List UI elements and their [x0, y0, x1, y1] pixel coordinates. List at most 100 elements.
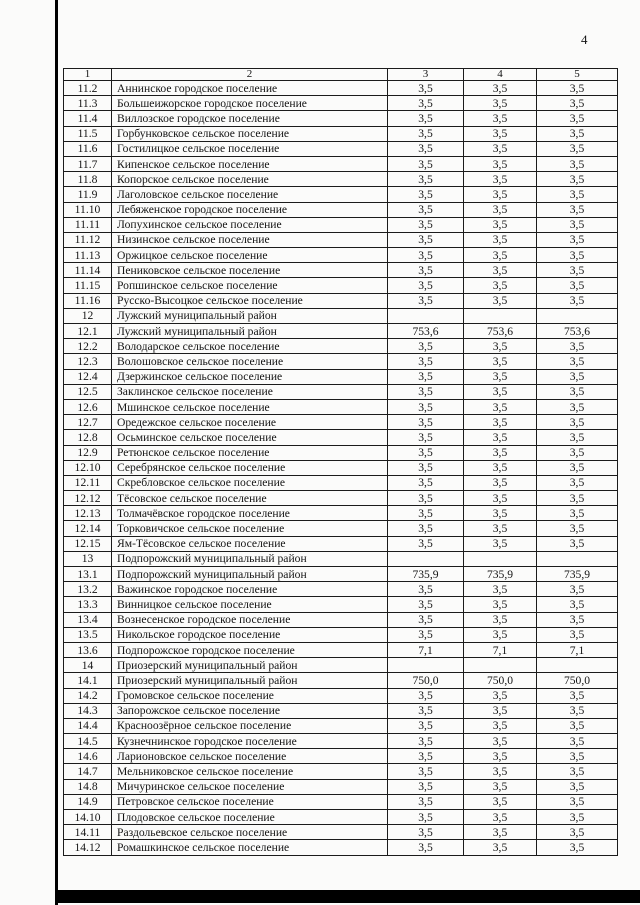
value-col4: 3,5: [463, 95, 537, 112]
settlement-name: Оредежское сельское поселение: [111, 414, 388, 431]
value-col3: 3,5: [387, 231, 464, 249]
value-col4: [463, 657, 537, 674]
value-col5: 3,5: [536, 277, 618, 294]
table-row: 12.8 Осьминское сельское поселение 3,5 3,5 3…: [63, 429, 618, 446]
value-col3: 735,9: [387, 565, 464, 583]
row-number: 11.3: [63, 95, 112, 112]
value-col5: 3,5: [536, 368, 618, 385]
row-number: 11.15: [63, 277, 112, 294]
value-col4: 3,5: [463, 125, 537, 142]
value-col5: 3,5: [536, 459, 618, 476]
value-col4: 3,5: [463, 262, 537, 279]
value-col3: 3,5: [387, 490, 464, 507]
value-col3: 3,5: [387, 459, 464, 476]
value-col4: 3,5: [463, 292, 537, 309]
table-row: 11.14 Пениковское сельское поселение 3,5 3,…: [63, 262, 618, 279]
row-number: 13.2: [63, 581, 112, 598]
value-col3: 3,5: [387, 398, 464, 416]
row-number: 12.6: [63, 398, 112, 416]
table-row: 12.1 Лужский муниципальный район 753,6 753,…: [63, 322, 618, 340]
value-col3: 3,5: [387, 793, 464, 811]
table-row: 11.3 Большеижорское городское поселение 3,…: [63, 95, 618, 112]
row-number: 11.10: [63, 201, 112, 218]
table-header-row: 1 2 3 4 5: [63, 68, 618, 81]
value-col4: 3,5: [463, 596, 537, 613]
value-col3: 3,5: [387, 262, 464, 279]
settlement-name: Копорское сельское поселение: [111, 171, 388, 188]
value-col4: 3,5: [463, 79, 537, 97]
value-col3: 3,5: [387, 596, 464, 613]
value-col3: 3,5: [387, 110, 464, 127]
row-number: 11.2: [63, 79, 112, 97]
row-number: 12.9: [63, 444, 112, 461]
row-number: 12: [63, 307, 112, 325]
settlement-name: Ропшинское сельское поселение: [111, 277, 388, 294]
value-col3: [387, 307, 464, 325]
value-col4: 3,5: [463, 505, 537, 522]
value-col4: 3,5: [463, 763, 537, 780]
value-col5: 3,5: [536, 808, 618, 826]
table-row: 12.6 Мшинское сельское поселение 3,5 3,5 3,5: [63, 398, 618, 416]
row-number: 12.15: [63, 535, 112, 552]
value-col4: 3,5: [463, 201, 537, 218]
settlement-name: Дзержинское сельское поселение: [111, 368, 388, 385]
row-number: 14.2: [63, 687, 112, 704]
column-header-3: 3: [387, 68, 464, 81]
value-col4: 7,1: [463, 641, 537, 659]
value-col4: 3,5: [463, 717, 537, 735]
row-number: 12.12: [63, 490, 112, 507]
value-col4: 735,9: [463, 565, 537, 583]
value-col4: 3,5: [463, 444, 537, 461]
value-col5: 753,6: [536, 322, 618, 340]
settlement-name: Приозерский муниципальный район: [111, 672, 388, 689]
settlement-name: Раздольевское сельское поселение: [111, 824, 388, 841]
scan-edge-artifact-left: [55, 0, 58, 905]
settlement-name: Большеижорское городское поселение: [111, 95, 388, 112]
settlement-name: Лужский муниципальный район: [111, 307, 388, 325]
column-header-1: 1: [63, 68, 112, 81]
value-col3: 7,1: [387, 641, 464, 659]
value-col5: 735,9: [536, 565, 618, 583]
table-row: 12.12 Тёсовское сельское поселение 3,5 3,5 3…: [63, 490, 618, 507]
table-row: 13 Подпорожский муниципальный район: [63, 550, 618, 568]
settlement-name: Волошовское сельское поселение: [111, 353, 388, 370]
value-col4: 753,6: [463, 322, 537, 340]
row-number: 11.12: [63, 231, 112, 249]
value-col4: 750,0: [463, 672, 537, 689]
column-header-5: 5: [536, 68, 618, 81]
value-col4: 3,5: [463, 277, 537, 294]
value-col5: 3,5: [536, 444, 618, 461]
value-col3: 3,5: [387, 368, 464, 385]
row-number: 14.6: [63, 748, 112, 765]
value-col5: 3,5: [536, 292, 618, 309]
row-number: 11.5: [63, 125, 112, 142]
value-col4: 3,5: [463, 171, 537, 188]
value-col5: 3,5: [536, 353, 618, 370]
value-col5: 3,5: [536, 702, 618, 719]
settlement-name: Мельниковское сельское поселение: [111, 763, 388, 780]
table-row: 11.5 Горбунковское сельское поселение 3,5 3…: [63, 125, 618, 142]
value-col4: 3,5: [463, 398, 537, 416]
row-number: 12.10: [63, 459, 112, 476]
value-col5: 3,5: [536, 824, 618, 841]
settlement-name: Громовское сельское поселение: [111, 687, 388, 704]
table-row: 11.11 Лопухинское сельское поселение 3,5 3,…: [63, 216, 618, 233]
value-col3: 3,5: [387, 702, 464, 719]
value-col5: 3,5: [536, 201, 618, 218]
table-row: 14.5 Кузнечнинское городское поселение 3,5…: [63, 733, 618, 750]
value-col5: [536, 657, 618, 674]
value-col3: 3,5: [387, 808, 464, 826]
settlement-name: Оржицкое сельское поселение: [111, 247, 388, 264]
value-col4: 3,5: [463, 155, 537, 173]
table-row: 13.6 Подпорожское городское поселение 7,1 7…: [63, 641, 618, 659]
table-row: 14.7 Мельниковское сельское поселение 3,5 3…: [63, 763, 618, 780]
value-col4: 3,5: [463, 839, 537, 856]
value-col4: 3,5: [463, 808, 537, 826]
table-row: 11.9 Лаголовское сельское поселение 3,5 3,5…: [63, 186, 618, 203]
row-number: 14.4: [63, 717, 112, 735]
value-col5: [536, 550, 618, 568]
value-col3: 3,5: [387, 140, 464, 157]
value-col5: 3,5: [536, 429, 618, 446]
table-row: 11.4 Виллозское городское поселение 3,5 3,5…: [63, 110, 618, 127]
